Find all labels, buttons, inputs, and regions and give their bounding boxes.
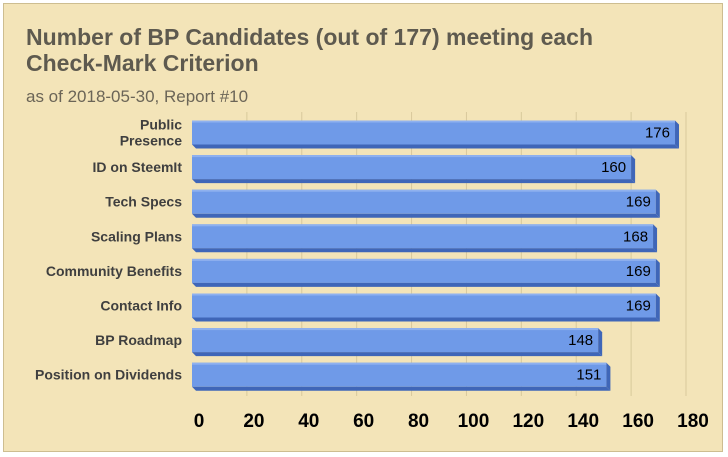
bar — [192, 189, 656, 214]
bar-bottom-face — [192, 144, 680, 149]
x-tick-label: 40 — [298, 411, 319, 432]
bar — [192, 328, 599, 353]
category-label: Public Presence — [120, 117, 182, 149]
data-label: 176 — [645, 125, 670, 142]
bar-side-face — [631, 155, 636, 184]
bar — [192, 258, 656, 283]
bar-side-face — [655, 258, 660, 287]
x-tick-label: 160 — [622, 411, 654, 432]
bar-bottom-face — [192, 282, 660, 287]
bar-bottom-face — [192, 213, 660, 218]
bar — [192, 120, 676, 145]
bar-bottom-face — [192, 386, 611, 391]
category-label: BP Roadmap — [95, 332, 182, 348]
bar-highlight — [192, 328, 599, 331]
data-label: 160 — [601, 159, 626, 176]
bar-highlight — [192, 362, 607, 365]
x-tick-label: 0 — [194, 411, 205, 432]
x-tick-label: 120 — [512, 411, 544, 432]
bar — [192, 293, 656, 318]
bar-bottom-face — [192, 317, 660, 322]
x-tick-label: 140 — [567, 411, 599, 432]
bar-highlight — [192, 120, 676, 123]
bar-highlight — [192, 224, 654, 227]
bar-side-face — [598, 328, 603, 357]
x-tick-label: 80 — [408, 411, 429, 432]
bar-highlight — [192, 155, 632, 158]
chart-subtitle: as of 2018-05-30, Report #10 — [26, 87, 249, 106]
category-label: Community Benefits — [46, 263, 182, 279]
bar-highlight — [192, 189, 656, 192]
data-label: 169 — [626, 194, 651, 211]
bar-side-face — [653, 224, 658, 253]
bar-bottom-face — [192, 179, 636, 184]
category-label: ID on SteemIt — [93, 159, 183, 175]
category-label: Tech Specs — [105, 194, 182, 210]
bar-highlight — [192, 293, 656, 296]
data-label: 169 — [626, 298, 651, 315]
bar — [192, 362, 607, 387]
category-label: Scaling Plans — [91, 228, 182, 244]
chart-title: Number of BP Candidates (out of 177) mee… — [26, 24, 594, 76]
bar — [192, 155, 632, 180]
bar-side-face — [675, 120, 680, 149]
bar-bottom-face — [192, 352, 603, 357]
x-tick-label: 180 — [677, 411, 709, 432]
bar-bottom-face — [192, 248, 658, 253]
category-label: Contact Info — [100, 298, 182, 314]
data-label: 148 — [568, 332, 593, 349]
bar-side-face — [655, 293, 660, 322]
x-tick-label: 60 — [353, 411, 374, 432]
category-label: Position on Dividends — [35, 367, 182, 383]
x-tick-label: 100 — [458, 411, 490, 432]
data-label: 169 — [626, 263, 651, 280]
bar-side-face — [655, 189, 660, 218]
data-label: 168 — [623, 228, 648, 245]
bar-highlight — [192, 258, 656, 261]
bar-side-face — [606, 362, 611, 391]
data-label: 151 — [576, 367, 601, 384]
bar — [192, 224, 654, 249]
x-tick-label: 20 — [243, 411, 264, 432]
